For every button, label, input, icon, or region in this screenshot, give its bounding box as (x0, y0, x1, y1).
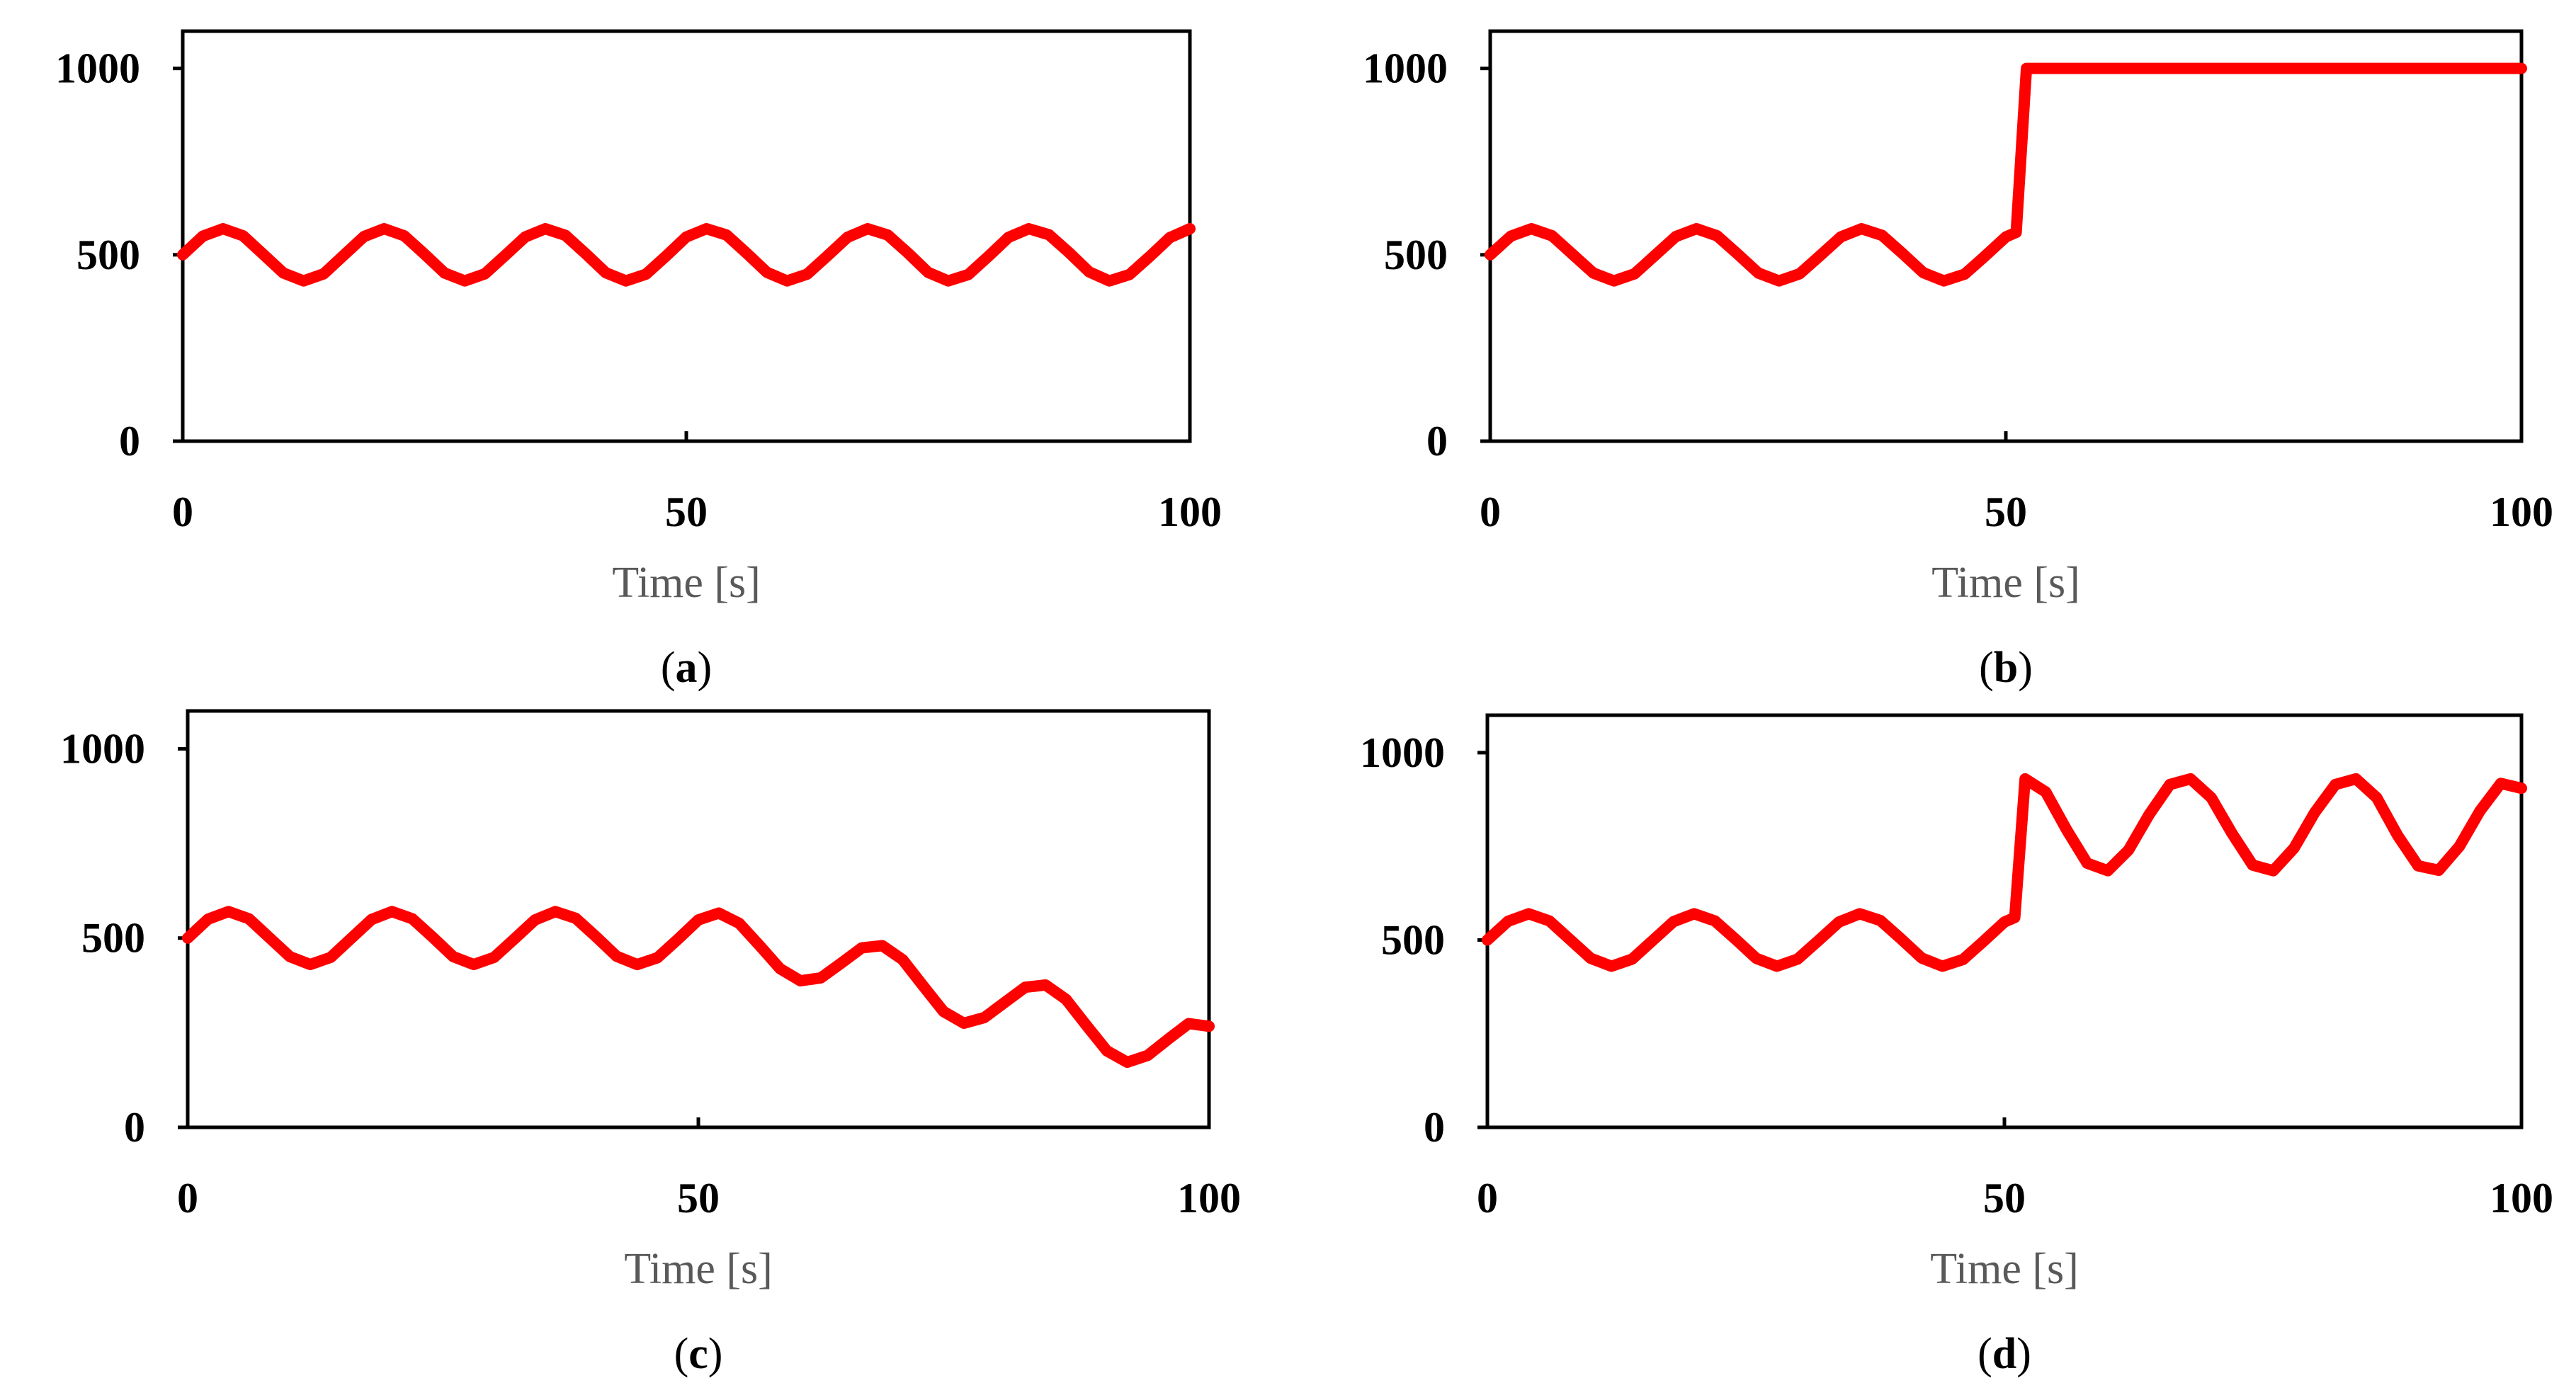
y-tick-label-b-1: 500 (1384, 232, 1448, 278)
x-axis-title-c: Time [s] (624, 1245, 773, 1293)
x-tick-label-b-0: 0 (1480, 489, 1501, 535)
y-tick-label-a-1: 500 (76, 232, 140, 278)
y-tick-label-c-2: 1000 (60, 725, 145, 772)
x-tick-label-c-2: 100 (1177, 1175, 1241, 1222)
panel-label-b: (b) (1979, 644, 2033, 692)
x-tick-label-d-1: 50 (1983, 1175, 2026, 1222)
x-tick-label-a-0: 0 (172, 489, 193, 535)
y-tick-label-d-0: 0 (1424, 1104, 1445, 1151)
series-line-a-0 (177, 223, 1196, 287)
y-tick-label-d-1: 500 (1381, 916, 1445, 963)
panel-d: 0 500 1000 0 50 100 Time [s] (d) (1360, 713, 2553, 1378)
panel-b: 0 500 1000 0 50 100 Time [s] (b) (1363, 29, 2553, 692)
x-axis-title-b: Time [s] (1931, 559, 2080, 607)
y-tick-label-a-0: 0 (119, 418, 140, 465)
x-axis-title-a: Time [s] (612, 559, 761, 607)
x-tick-label-b-2: 100 (2490, 489, 2553, 535)
y-tick-label-a-2: 1000 (55, 45, 140, 92)
x-axis-title-d: Time [s] (1930, 1245, 2079, 1293)
x-tick-label-c-0: 0 (177, 1175, 198, 1222)
x-tick-label-a-2: 100 (1158, 489, 1222, 535)
x-tick-label-b-1: 50 (1985, 489, 2027, 535)
panel-label-d: (d) (1978, 1330, 2031, 1378)
series-line-d-0 (1482, 773, 2527, 972)
y-tick-label-b-0: 0 (1426, 418, 1448, 465)
x-tick-label-a-1: 50 (665, 489, 708, 535)
panel-label-a: (a) (661, 644, 712, 692)
x-tick-label-d-0: 0 (1477, 1175, 1498, 1222)
panel-a: 0 500 1000 0 50 100 Time [s] (a) (55, 29, 1222, 692)
series-line-c-0 (182, 906, 1215, 1069)
x-tick-label-d-2: 100 (2490, 1175, 2553, 1222)
x-tick-label-c-1: 50 (677, 1175, 720, 1222)
y-tick-label-c-1: 500 (81, 915, 145, 962)
y-tick-label-d-2: 1000 (1360, 729, 1445, 776)
panel-label-c: (c) (674, 1330, 723, 1378)
series-line-b-0 (1485, 62, 2527, 287)
panel-c: 0 500 1000 0 50 100 Time [s] (c) (60, 709, 1241, 1378)
y-tick-label-b-2: 1000 (1363, 45, 1448, 92)
y-tick-label-c-0: 0 (124, 1104, 145, 1151)
